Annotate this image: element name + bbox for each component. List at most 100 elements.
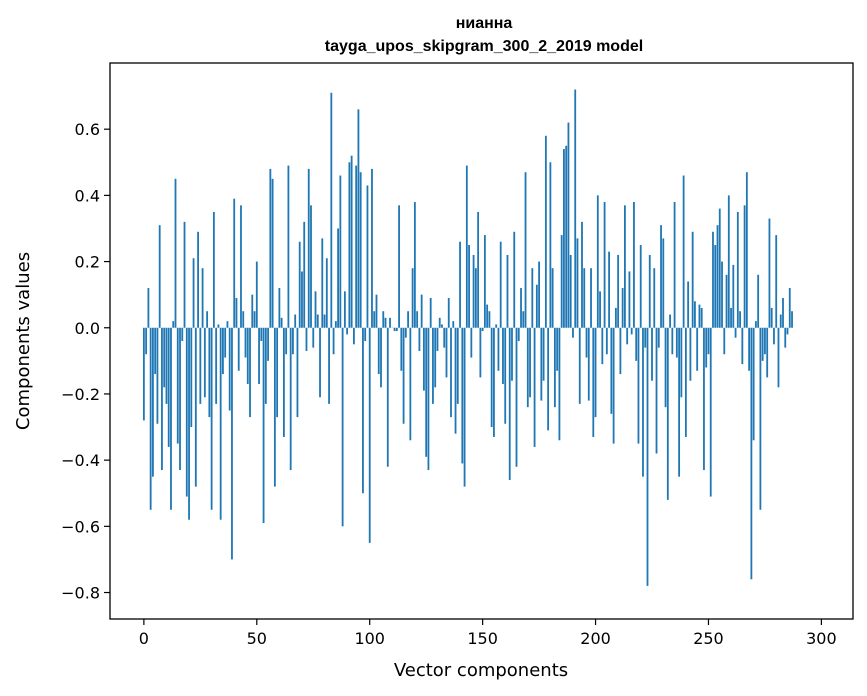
bar — [563, 149, 565, 328]
bar — [504, 327, 507, 424]
bar — [188, 327, 190, 520]
bar — [596, 195, 599, 328]
bar — [217, 324, 220, 328]
bar — [452, 321, 455, 328]
bar — [436, 327, 439, 351]
bar — [635, 327, 638, 361]
y-tick-label: 0.6 — [75, 120, 100, 139]
bar — [371, 168, 373, 328]
bar — [786, 327, 789, 335]
bar — [450, 327, 452, 418]
bar — [377, 327, 380, 375]
bar — [718, 208, 721, 328]
bar — [791, 311, 793, 328]
bar — [703, 327, 705, 471]
bar — [212, 211, 215, 328]
bar — [323, 314, 326, 328]
bar-series — [142, 89, 793, 586]
bar — [310, 205, 312, 328]
bar — [362, 327, 364, 494]
bar — [199, 327, 202, 404]
bar — [700, 307, 703, 328]
bar — [745, 172, 748, 328]
bar — [228, 327, 231, 411]
bar — [657, 327, 660, 348]
bar — [664, 327, 667, 408]
bar — [572, 327, 574, 338]
bar — [278, 288, 281, 328]
bar — [219, 327, 222, 520]
bar — [493, 327, 495, 437]
bar — [366, 185, 369, 328]
bar — [249, 327, 251, 418]
bar — [208, 327, 211, 418]
bar — [624, 205, 626, 328]
bar — [768, 218, 771, 328]
bar — [181, 327, 184, 341]
x-axis-ticks: 0 50 100 150 200 250 300 — [139, 619, 837, 648]
bar — [770, 307, 773, 328]
bar — [714, 245, 717, 328]
y-tick-label: −0.6 — [61, 517, 100, 536]
bar — [513, 231, 516, 328]
bar — [709, 327, 712, 497]
y-tick-label: −0.4 — [61, 451, 100, 470]
bar — [788, 288, 791, 328]
bar — [348, 162, 351, 328]
bar — [486, 304, 489, 328]
bar — [696, 327, 699, 371]
bar — [416, 311, 419, 328]
bar — [411, 268, 414, 328]
bar — [777, 327, 780, 388]
bar — [483, 235, 486, 328]
bar — [183, 221, 186, 328]
bar — [757, 274, 760, 328]
bar — [601, 327, 604, 365]
bar — [244, 327, 247, 358]
y-tick-label: 0.0 — [75, 319, 100, 338]
bar — [544, 135, 547, 328]
bar — [380, 327, 382, 388]
bar — [694, 301, 696, 328]
y-tick-label: −0.8 — [61, 584, 100, 603]
bar — [621, 288, 624, 328]
bar — [633, 202, 635, 328]
bar — [734, 327, 737, 338]
bar — [639, 245, 642, 328]
bar — [418, 327, 421, 351]
bar — [675, 327, 678, 358]
bar — [203, 327, 206, 398]
bar — [456, 327, 459, 404]
bar — [158, 225, 161, 328]
x-axis-label: Vector components — [394, 660, 568, 681]
bar — [262, 327, 265, 524]
bar — [689, 327, 692, 381]
bar — [673, 202, 676, 328]
bar — [608, 251, 610, 328]
bar — [174, 178, 177, 328]
bar — [339, 175, 342, 328]
bar — [538, 261, 540, 328]
bar — [766, 327, 769, 378]
bar — [687, 281, 690, 328]
bar — [341, 327, 344, 527]
bar — [454, 327, 457, 434]
bar — [529, 327, 531, 398]
bar — [560, 235, 563, 328]
bar — [425, 327, 428, 457]
bar — [581, 221, 583, 328]
bar — [210, 327, 213, 510]
bar — [237, 327, 240, 371]
bar — [355, 165, 358, 328]
bar — [325, 258, 328, 328]
bar — [468, 245, 470, 328]
bar — [474, 268, 477, 328]
bar — [461, 327, 464, 464]
x-tick-label: 50 — [247, 629, 267, 648]
x-tick-label: 100 — [354, 629, 385, 648]
bar — [301, 271, 303, 328]
bar — [154, 327, 157, 375]
bar — [395, 327, 398, 332]
bar — [432, 327, 434, 404]
